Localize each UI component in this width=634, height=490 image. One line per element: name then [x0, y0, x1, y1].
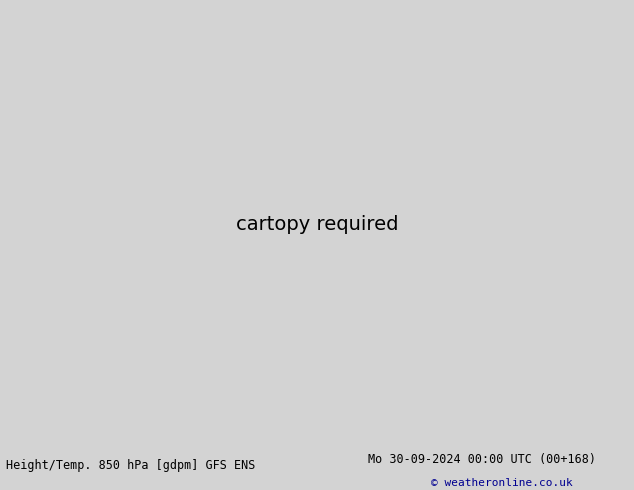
- Text: Mo 30-09-2024 00:00 UTC (00+168): Mo 30-09-2024 00:00 UTC (00+168): [368, 453, 596, 466]
- Text: © weatheronline.co.uk: © weatheronline.co.uk: [431, 478, 573, 488]
- Text: cartopy required: cartopy required: [236, 216, 398, 234]
- Text: Height/Temp. 850 hPa [gdpm] GFS ENS: Height/Temp. 850 hPa [gdpm] GFS ENS: [6, 460, 256, 472]
